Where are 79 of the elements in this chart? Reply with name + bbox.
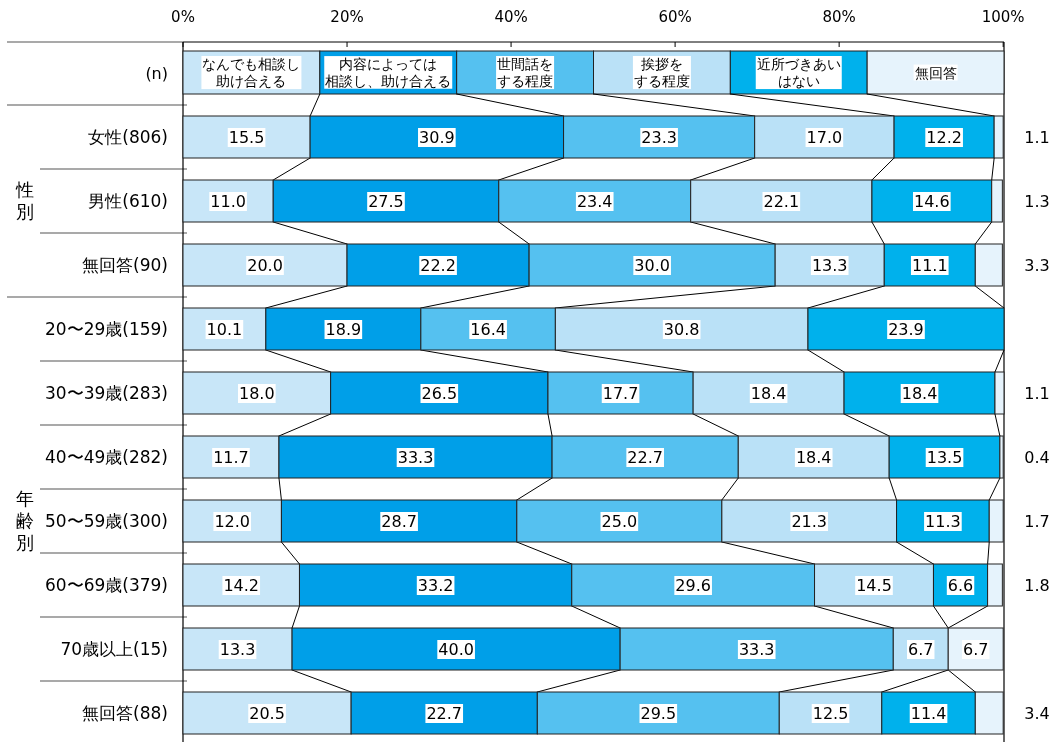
data-label: 1.7 (1024, 512, 1050, 531)
data-label: 33.3 (738, 640, 775, 659)
y-tick-label: 20〜29歳(159) (45, 319, 168, 339)
y-tick-label: 女性(806) (88, 127, 168, 147)
y-tick-label: 40〜49歳(282) (45, 447, 168, 467)
data-label: 13.5 (926, 448, 963, 467)
data-label: 30.8 (663, 320, 700, 339)
data-label: 12.5 (812, 704, 849, 723)
data-label: 22.2 (420, 256, 456, 275)
data-label: 18.4 (795, 448, 832, 467)
data-label: 11.4 (910, 704, 947, 723)
data-label: 3.4 (1024, 704, 1050, 723)
data-label: 14.6 (914, 192, 950, 211)
data-label: 12.2 (926, 128, 962, 147)
data-label: 6.7 (908, 640, 934, 659)
data-label: 6.7 (962, 640, 989, 659)
data-label: 30.9 (419, 128, 455, 147)
data-label: 23.3 (641, 128, 677, 147)
data-label: 18.9 (325, 320, 362, 339)
data-label: 25.0 (601, 512, 638, 531)
y-tick-label: 50〜59歳(300) (45, 511, 168, 531)
data-label: 17.7 (602, 384, 639, 403)
x-tick-label: 20% (330, 8, 364, 26)
text: (n) (145, 63, 168, 83)
data-label: 1.1 (1024, 384, 1050, 403)
data-label: 1.8 (1024, 576, 1050, 595)
y-tick-label: 男性(610) (88, 191, 168, 211)
x-tick-label: 60% (658, 8, 692, 26)
data-label: 16.4 (470, 320, 506, 339)
data-label: 14.5 (856, 576, 892, 595)
series-label: なんでも相談し助け合える (202, 56, 301, 90)
data-label: 11.3 (925, 512, 961, 531)
data-label: 18.4 (901, 384, 938, 403)
y-tick-label: 60〜69歳(379) (45, 575, 168, 595)
data-label: 18.4 (750, 384, 787, 403)
data-label: 3.3 (1024, 256, 1050, 275)
data-label: 12.0 (214, 512, 251, 531)
data-label: 13.3 (811, 256, 848, 275)
text: 性別 (15, 179, 34, 222)
data-label: 20.0 (247, 256, 283, 275)
x-tick-label: 100% (981, 8, 1025, 26)
data-label: 30.0 (634, 256, 670, 275)
y-tick-label: 無回答(88) (82, 703, 168, 723)
data-label: 28.7 (381, 512, 417, 531)
data-label: 6.6 (947, 576, 974, 595)
data-label: 22.7 (627, 448, 663, 467)
x-tick-label: 40% (494, 8, 528, 26)
data-label: 33.2 (417, 576, 454, 595)
data-label: 26.5 (421, 384, 458, 403)
data-label: 17.0 (806, 128, 843, 147)
data-label: 33.3 (397, 448, 434, 467)
x-tick-label: 80% (822, 8, 856, 26)
data-label: 27.5 (368, 192, 404, 211)
y-tick-label: 70歳以上(15) (60, 639, 168, 659)
data-label: 18.0 (239, 384, 275, 403)
data-label: 0.4 (1024, 448, 1050, 467)
data-label: 11.1 (911, 256, 948, 275)
data-label: 23.9 (888, 320, 924, 339)
x-tick-label: 0% (171, 8, 195, 26)
data-label: 29.5 (640, 704, 677, 723)
series-label: 内容によっては相談し、助け合える (325, 56, 452, 89)
data-label: 1.3 (1024, 192, 1050, 211)
data-label: 1.1 (1024, 128, 1050, 147)
data-label: 10.1 (206, 320, 243, 339)
data-label: 22.1 (763, 192, 800, 211)
data-label: 20.5 (249, 704, 285, 723)
y-tick-label: 30〜39歳(283) (45, 383, 168, 403)
data-label: 15.5 (228, 128, 265, 147)
data-label: 14.2 (223, 576, 260, 595)
y-tick-label: 無回答(90) (82, 255, 168, 275)
data-label: 40.0 (438, 640, 474, 659)
data-label: 23.4 (576, 192, 613, 211)
data-label: 11.7 (213, 448, 249, 467)
text: 年齢別 (16, 488, 34, 553)
data-label: 29.6 (675, 576, 711, 595)
data-label: 13.3 (219, 640, 256, 659)
data-label: 21.3 (791, 512, 828, 531)
data-label: 22.7 (426, 704, 463, 723)
data-label: 11.0 (210, 192, 246, 211)
